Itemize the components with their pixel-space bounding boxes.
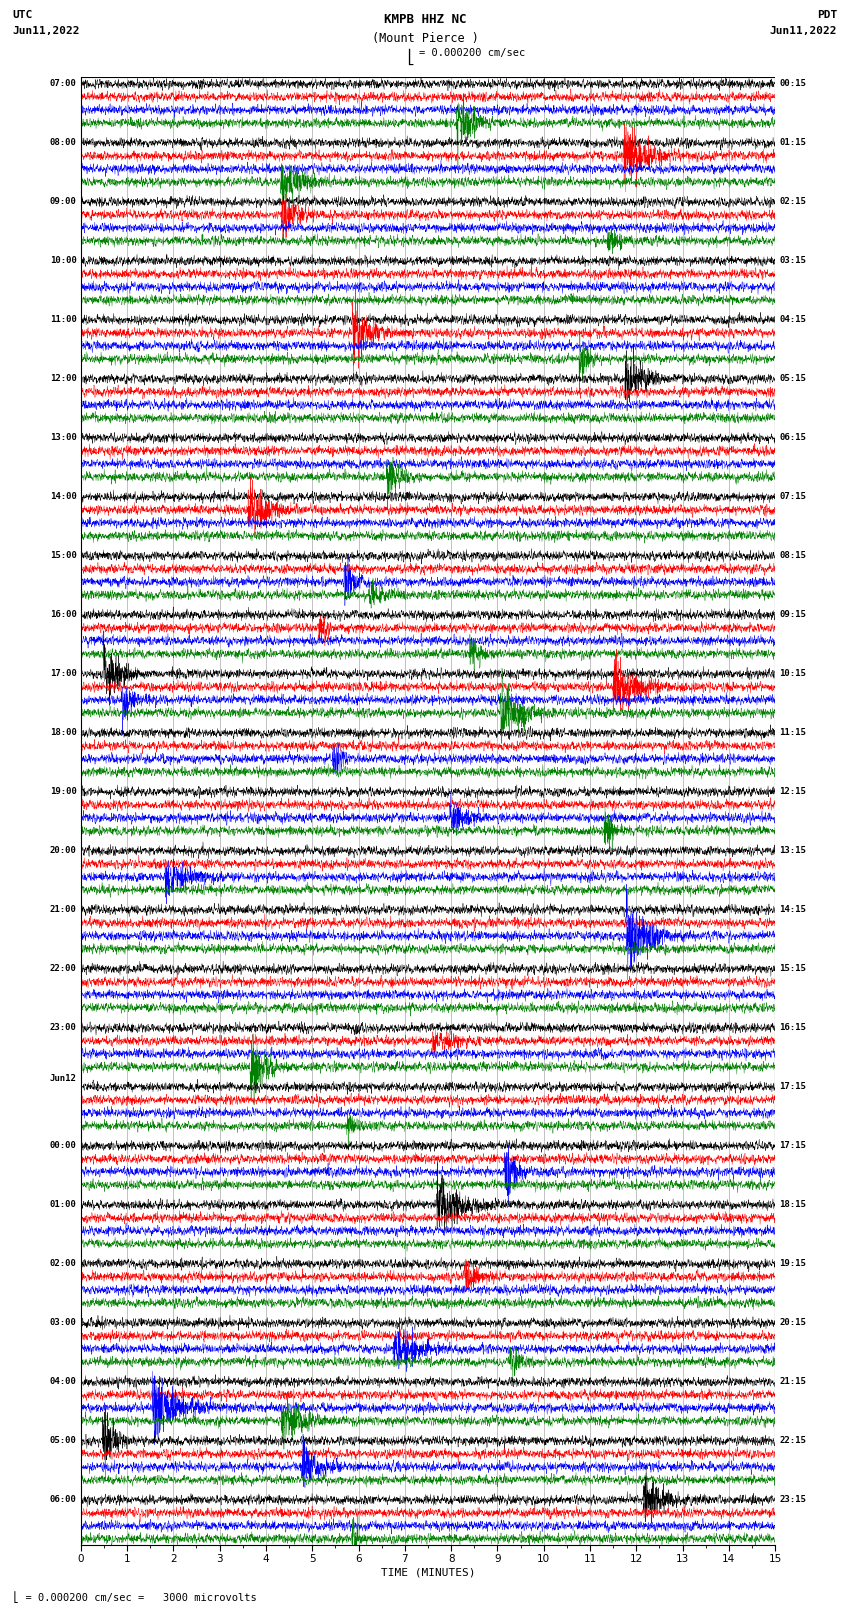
Text: 12:00: 12:00	[49, 374, 76, 384]
Text: 01:15: 01:15	[779, 139, 807, 147]
Text: 00:15: 00:15	[779, 79, 807, 89]
Text: 22:15: 22:15	[779, 1436, 807, 1445]
Text: 12:15: 12:15	[779, 787, 807, 797]
Text: 13:15: 13:15	[779, 847, 807, 855]
X-axis label: TIME (MINUTES): TIME (MINUTES)	[381, 1568, 475, 1578]
Text: 18:00: 18:00	[49, 729, 76, 737]
Text: 05:00: 05:00	[49, 1436, 76, 1445]
Text: 19:15: 19:15	[779, 1260, 807, 1268]
Text: 19:00: 19:00	[49, 787, 76, 797]
Text: 02:00: 02:00	[49, 1260, 76, 1268]
Text: 14:00: 14:00	[49, 492, 76, 502]
Text: 03:00: 03:00	[49, 1318, 76, 1327]
Text: 17:15: 17:15	[779, 1082, 807, 1092]
Text: 16:00: 16:00	[49, 610, 76, 619]
Text: = 0.000200 cm/sec: = 0.000200 cm/sec	[419, 48, 525, 58]
Text: 09:15: 09:15	[779, 610, 807, 619]
Text: 13:00: 13:00	[49, 434, 76, 442]
Text: 09:00: 09:00	[49, 197, 76, 206]
Text: 04:00: 04:00	[49, 1378, 76, 1387]
Text: 17:00: 17:00	[49, 669, 76, 679]
Text: 08:15: 08:15	[779, 552, 807, 560]
Text: KMPB HHZ NC: KMPB HHZ NC	[383, 13, 467, 26]
Text: 03:15: 03:15	[779, 256, 807, 266]
Text: Jun11,2022: Jun11,2022	[770, 26, 837, 35]
Text: 06:00: 06:00	[49, 1495, 76, 1505]
Text: Jun12: Jun12	[49, 1074, 76, 1082]
Text: 15:00: 15:00	[49, 552, 76, 560]
Text: 21:00: 21:00	[49, 905, 76, 915]
Text: 06:15: 06:15	[779, 434, 807, 442]
Text: 17:15: 17:15	[779, 1142, 807, 1150]
Text: 23:00: 23:00	[49, 1023, 76, 1032]
Text: ⎣ = 0.000200 cm/sec =   3000 microvolts: ⎣ = 0.000200 cm/sec = 3000 microvolts	[13, 1592, 257, 1603]
Text: (Mount Pierce ): (Mount Pierce )	[371, 32, 479, 45]
Text: 00:00: 00:00	[49, 1142, 76, 1150]
Text: ⎣: ⎣	[406, 48, 415, 65]
Text: 20:00: 20:00	[49, 847, 76, 855]
Text: 23:15: 23:15	[779, 1495, 807, 1505]
Text: 22:00: 22:00	[49, 965, 76, 973]
Text: 15:15: 15:15	[779, 965, 807, 973]
Text: 14:15: 14:15	[779, 905, 807, 915]
Text: 10:15: 10:15	[779, 669, 807, 679]
Text: 18:15: 18:15	[779, 1200, 807, 1210]
Text: Jun11,2022: Jun11,2022	[13, 26, 80, 35]
Text: UTC: UTC	[13, 10, 33, 19]
Text: 21:15: 21:15	[779, 1378, 807, 1387]
Text: 07:00: 07:00	[49, 79, 76, 89]
Text: 16:15: 16:15	[779, 1023, 807, 1032]
Text: 01:00: 01:00	[49, 1200, 76, 1210]
Text: 05:15: 05:15	[779, 374, 807, 384]
Text: 11:00: 11:00	[49, 316, 76, 324]
Text: 20:15: 20:15	[779, 1318, 807, 1327]
Text: 02:15: 02:15	[779, 197, 807, 206]
Text: 10:00: 10:00	[49, 256, 76, 266]
Text: 08:00: 08:00	[49, 139, 76, 147]
Text: 04:15: 04:15	[779, 316, 807, 324]
Text: PDT: PDT	[817, 10, 837, 19]
Text: 11:15: 11:15	[779, 729, 807, 737]
Text: 07:15: 07:15	[779, 492, 807, 502]
